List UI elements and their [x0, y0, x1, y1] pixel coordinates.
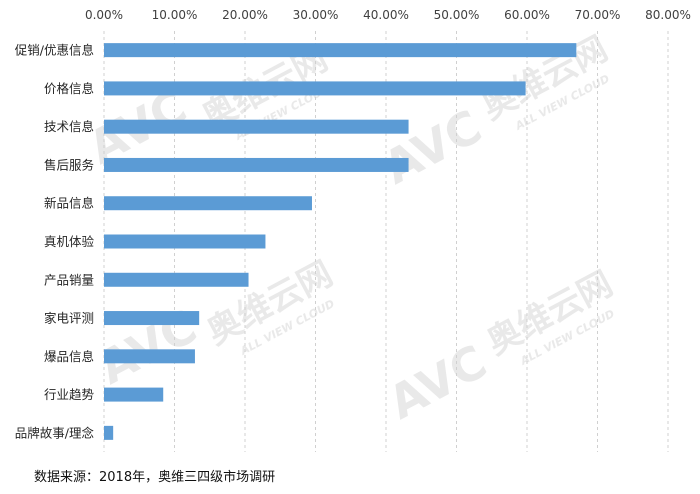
- category-label-10: 品牌故事/理念: [15, 425, 95, 440]
- bar-9: [104, 387, 164, 402]
- bar-8: [104, 349, 195, 364]
- watermark-cn-3: 奥维云网 ALL VIEW CLOUD: [200, 254, 339, 358]
- y-axis-category-labels: 促销/优惠信息价格信息技术信息售后服务新品信息真机体验产品销量家电评测爆品信息行…: [15, 43, 95, 441]
- x-tick-label-3: 30.00%: [293, 8, 339, 22]
- bar-5: [104, 234, 266, 249]
- category-label-5: 真机体验: [44, 234, 95, 249]
- source-note: 数据来源：2018年，奥维三四级市场调研: [34, 470, 276, 485]
- category-label-9: 行业趋势: [44, 387, 95, 402]
- gridlines: [103, 31, 669, 452]
- x-tick-label-1: 10.00%: [152, 8, 198, 22]
- x-tick-label-8: 80.00%: [645, 8, 691, 22]
- watermark-avc-text-4: AVC: [380, 334, 495, 429]
- category-label-3: 售后服务: [44, 157, 94, 172]
- watermark-logo-4: AVC: [380, 334, 495, 429]
- bar-10: [104, 425, 114, 440]
- bar-6: [104, 272, 249, 287]
- bar-4: [104, 196, 312, 211]
- x-tick-label-0: 0.00%: [85, 8, 123, 22]
- watermark-avc-text-2: AVC: [375, 99, 490, 194]
- watermark-logo-2: AVC: [375, 99, 490, 194]
- category-label-2: 技术信息: [44, 119, 94, 134]
- category-label-6: 产品销量: [44, 272, 94, 287]
- category-label-8: 爆品信息: [44, 349, 94, 364]
- category-label-7: 家电评测: [44, 311, 94, 326]
- category-label-1: 价格信息: [44, 81, 94, 96]
- watermark-cn-4: 奥维云网 ALL VIEW CLOUD: [480, 264, 619, 368]
- bar-1: [104, 81, 526, 96]
- x-tick-label-2: 20.00%: [222, 8, 268, 22]
- x-tick-label-6: 60.00%: [504, 8, 550, 22]
- bar-7: [104, 311, 200, 326]
- x-axis-tick-labels: 0.00% 10.00% 20.00% 30.00% 40.00% 50.00% 60.00…: [85, 8, 691, 22]
- x-tick-label-7: 70.00%: [575, 8, 621, 22]
- category-label-0: 促销/优惠信息: [15, 43, 94, 58]
- bars: [104, 43, 577, 440]
- bar-2: [104, 119, 409, 134]
- bar-0: [104, 43, 577, 58]
- category-label-4: 新品信息: [44, 196, 94, 211]
- x-tick-label-5: 50.00%: [434, 8, 480, 22]
- x-tick-label-4: 40.00%: [363, 8, 409, 22]
- bar-3: [104, 157, 409, 172]
